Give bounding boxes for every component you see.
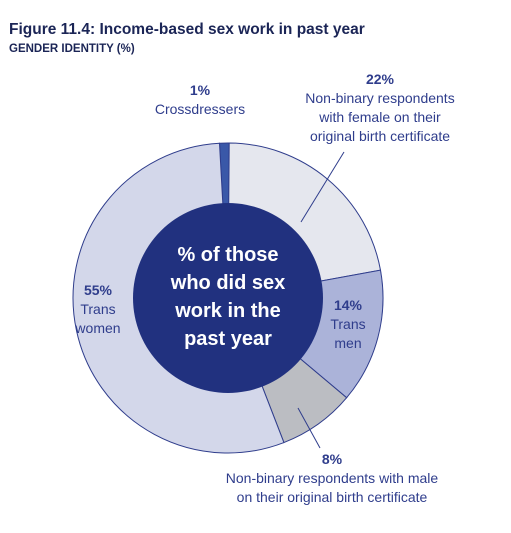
slice-name: Crossdressers (154, 101, 246, 117)
slice-percent: 1% (189, 82, 211, 98)
slice-name: Non-binary respondents with male (225, 470, 439, 486)
slice-name: men (334, 335, 362, 351)
center-label: % of those who did sex work in the past … (149, 241, 307, 353)
leader-line-nonbinary-female (300, 151, 345, 223)
slice-label-trans-men: 14% Trans men (320, 296, 376, 353)
slice-name: Trans (80, 301, 116, 317)
slice-label-crossdressers: 1% Crossdressers (140, 81, 260, 119)
center-label-line: who did sex (170, 272, 286, 294)
slice-name: Trans (330, 316, 366, 332)
slice-name: women (75, 320, 121, 336)
leader-line-nonbinary-male (297, 407, 321, 449)
slice-percent: 8% (321, 451, 343, 467)
center-label-line: work in the (175, 300, 281, 322)
chart-title: Figure 11.4: Income-based sex work in pa… (9, 21, 365, 38)
slice-percent: 22% (365, 71, 395, 87)
slice-name: original birth certificate (309, 128, 451, 144)
center-label-line: % of those (177, 244, 279, 266)
slice-percent: 55% (83, 282, 113, 298)
center-label-line: past year (184, 328, 272, 350)
leader-lines (297, 151, 345, 449)
slice-label-nonbinary-female: 22% Non-binary respondents with female o… (280, 70, 480, 146)
slice-percent: 14% (333, 297, 363, 313)
slice-label-nonbinary-male: 8% Non-binary respondents with male on t… (196, 450, 468, 507)
slice-label-trans-women: 55% Trans women (66, 281, 130, 338)
slice-name: on their original birth certificate (236, 489, 428, 505)
chart-subtitle: GENDER IDENTITY (%) (9, 43, 135, 55)
slice-name: with female on their (319, 109, 441, 125)
center-circle (133, 203, 323, 393)
slice-name: Non-binary respondents (305, 90, 455, 106)
